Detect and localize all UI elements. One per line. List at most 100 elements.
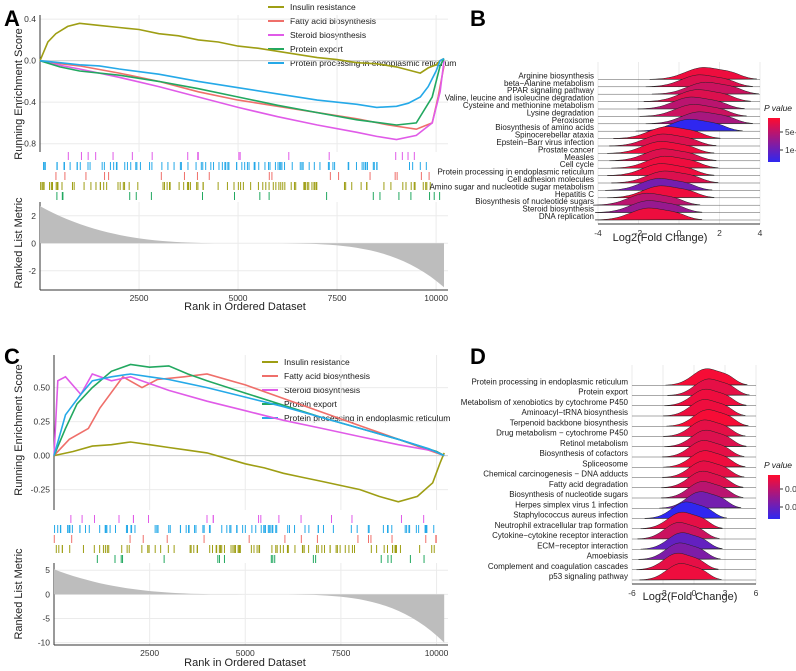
- b-ridge-11: [609, 148, 717, 162]
- d-colorbar-label-0: 0.001: [785, 484, 796, 494]
- a-legend-label-steroid: Steroid biosynthesis: [290, 30, 366, 40]
- d-ridge-3: [663, 399, 746, 417]
- a-es-line-fatty: [39, 59, 445, 131]
- d-ridge-17: [638, 542, 721, 560]
- d-x-tick-label-2: 0: [692, 588, 697, 598]
- a-ranked-metric-area: [40, 206, 444, 288]
- c-es-line-fatty: [53, 373, 445, 457]
- d-category-label-17: Amoebiasis: [587, 552, 628, 561]
- c-ylabel-metric: Ranked List Metric: [13, 548, 25, 640]
- c-legend: Insulin resistance Fatty acid biosynthes…: [262, 357, 450, 423]
- d-ridge-10: [661, 470, 744, 489]
- a-x-tick-label-2: 7500: [328, 293, 347, 303]
- b-x-tick-label-3: 2: [717, 228, 722, 238]
- d-category-label-2: Metabolism of xenobiotics by cytochrome …: [461, 398, 629, 407]
- c-es-tick-label-1: 0.25: [33, 417, 50, 427]
- b-x-tick-label-0: -4: [594, 228, 602, 238]
- panel-b: B Log2(Fold Change) P value -4 -2 0 2 4 Argin…: [429, 6, 796, 244]
- a-ylabel-es: Running Enrichment Score: [13, 28, 25, 159]
- d-category-label-19: p53 signaling pathway: [549, 572, 628, 581]
- c-es-tick-label-2: 0.00: [33, 451, 50, 461]
- b-ridge-10: [607, 141, 715, 154]
- b-category-label-10: Prostate cancer: [538, 145, 594, 154]
- b-ridge-2: [651, 81, 759, 95]
- c-metric-tick-label-1: 0: [45, 589, 50, 599]
- c-ranked-metric-area: [54, 569, 445, 643]
- d-x-tick-label-3: 3: [723, 588, 728, 598]
- c-legend-label-fatty: Fatty acid biosynthesis: [284, 371, 370, 381]
- d-legend-title: P value: [764, 460, 792, 470]
- b-x-tick-label-2: 0: [677, 228, 682, 238]
- a-metric-tick-label-1: 0: [31, 238, 36, 248]
- d-ridge-14: [640, 511, 723, 530]
- a-metric-tick-label-0: 2: [31, 211, 36, 221]
- b-legend-title: P value: [764, 103, 792, 113]
- panel-label-b: B: [470, 6, 486, 31]
- a-es-tick-label-1: 0.0: [24, 56, 36, 66]
- c-legend-label-steroid: Steroid biosynthesis: [284, 385, 360, 395]
- b-ridge-9: [609, 133, 717, 147]
- d-ridge-13: [644, 501, 727, 519]
- c-x-tick-label-0: 2500: [140, 648, 159, 658]
- b-ridge-13: [607, 163, 715, 176]
- b-category-label-19: DNA replication: [539, 212, 594, 221]
- b-category-label-15: Amino sugar and nucleotide sugar metabol…: [429, 182, 594, 191]
- b-category-label-2: PPAR signaling pathway: [507, 86, 594, 95]
- a-es-tick-label-0: 0.4: [24, 14, 36, 24]
- b-category-label-1: beta−Alanine metabolism: [504, 79, 594, 88]
- a-legend: Insulin resistance Fatty acid biosynthes…: [268, 2, 456, 68]
- d-category-label-14: Neutrophil extracellular trap formation: [495, 521, 628, 530]
- a-es-line-protein_processing: [39, 57, 445, 109]
- d-category-label-6: Retinol metabolism: [560, 439, 628, 448]
- b-category-label-9: Epstein−Barr virus infection: [496, 138, 594, 147]
- a-legend-label-fatty: Fatty acid biosynthesis: [290, 16, 376, 26]
- c-es-line-protein_processing: [53, 373, 445, 457]
- b-x-tick-label-4: 4: [758, 228, 763, 238]
- b-ridge-5: [639, 104, 747, 117]
- d-x-tick-label-1: -3: [659, 588, 667, 598]
- panel-label-a: A: [4, 6, 20, 31]
- b-colorbar: [768, 118, 780, 162]
- d-x-tick-label-4: 6: [754, 588, 759, 598]
- d-x-tick-label-0: -6: [628, 588, 636, 598]
- b-category-label-18: Steroid biosynthesis: [522, 205, 594, 214]
- a-legend-label-insulin: Insulin resistance: [290, 2, 356, 12]
- d-ridge-6: [664, 429, 747, 448]
- d-xlabel: Log2(Fold Change): [643, 591, 738, 603]
- a-es-tick-label-2: -0.4: [21, 97, 36, 107]
- b-category-label-6: Peroxisome: [552, 116, 595, 125]
- b-colorbar-label-0: 5e-04: [785, 127, 796, 137]
- c-metric-tick-label-0: 5: [45, 565, 50, 575]
- a-x-tick-label-3: 10000: [424, 293, 448, 303]
- d-category-label-15: Cytokine−cytokine receptor interaction: [492, 531, 628, 540]
- d-ridge-18: [636, 552, 719, 571]
- a-metric-tick-label-2: -2: [28, 266, 36, 276]
- b-ridge-15: [605, 178, 713, 191]
- panel-c: C Running Enrichment Score Ranked List M…: [4, 344, 450, 669]
- d-category-label-0: Protein processing in endoplasmic reticu…: [471, 377, 628, 386]
- b-category-label-14: Cell adhesion molecules: [507, 175, 594, 184]
- b-ridge-14: [611, 170, 719, 184]
- c-x-tick-label-1: 5000: [236, 648, 255, 658]
- d-category-label-4: Terpenoid backbone biosynthesis: [510, 418, 628, 427]
- panel-label-d: D: [470, 344, 486, 369]
- b-category-label-8: Spinocerebellar ataxia: [515, 131, 595, 140]
- a-x-tick-label-1: 5000: [229, 293, 248, 303]
- b-ridge-18: [594, 200, 703, 213]
- a-ylabel-metric: Ranked List Metric: [13, 197, 25, 289]
- b-category-label-12: Cell cycle: [560, 160, 595, 169]
- d-ridge-9: [662, 460, 745, 478]
- a-xlabel: Rank in Ordered Dataset: [184, 301, 306, 313]
- d-ridge-11: [661, 481, 744, 499]
- b-ridge-17: [592, 192, 701, 206]
- b-xlabel: Log2(Fold Change): [613, 232, 708, 244]
- b-category-label-0: Arginine biosynthesis: [518, 71, 594, 80]
- b-category-label-16: Hepatitis C: [555, 190, 594, 199]
- d-ridge-16: [640, 532, 723, 550]
- b-ridge-16: [607, 185, 715, 199]
- c-es-tick-label-3: -0.25: [31, 485, 51, 495]
- c-legend-label-protein-export: Protein export: [284, 399, 338, 409]
- c-es-tick-label-0: 0.50: [33, 383, 50, 393]
- d-ridge-0: [665, 368, 748, 386]
